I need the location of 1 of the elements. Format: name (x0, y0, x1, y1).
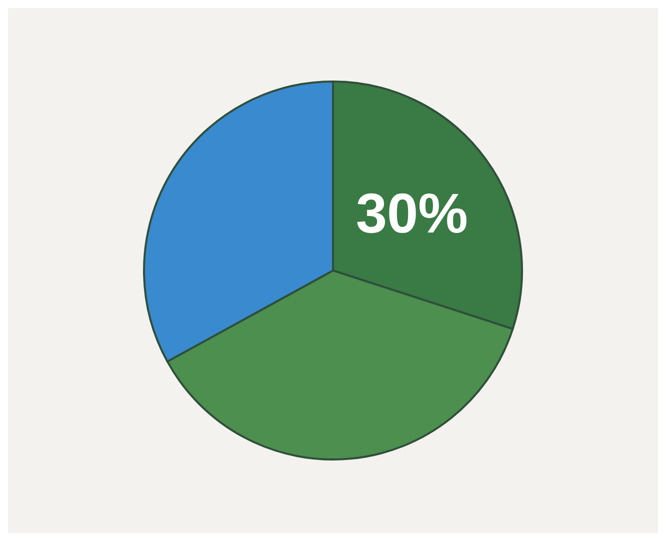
data-label: 30% (356, 182, 468, 245)
